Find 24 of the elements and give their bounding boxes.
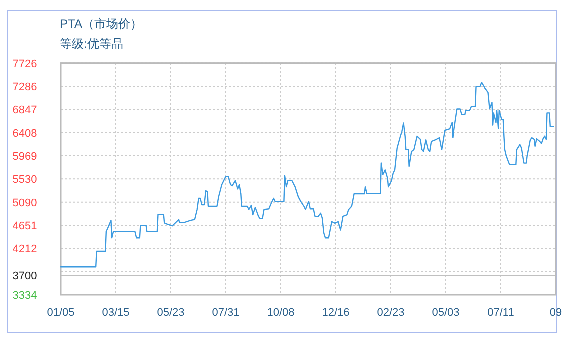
y-tick-label: 5530 (12, 174, 38, 186)
y-tick-label: 3334 (12, 290, 38, 302)
x-tick-label: 10/08 (267, 307, 295, 319)
y-tick-label: 4651 (12, 220, 38, 233)
y-tick-label: 4212 (12, 244, 38, 256)
y-tick-label: 5090 (12, 197, 38, 210)
x-tick-label: 07/11 (488, 307, 514, 319)
line-series (60, 82, 554, 268)
y-tick-label: 5969 (12, 150, 38, 163)
y-tick-label: 6847 (12, 104, 38, 117)
chart-title: PTA（市场价） (60, 17, 142, 31)
x-tick-label: 02/23 (377, 307, 405, 319)
x-tick-label: 12/16 (322, 307, 350, 319)
x-tick-label: 07/31 (212, 307, 240, 319)
chart-subtitle: 等级:优等品 (60, 37, 124, 51)
x-tick-label: 05/03 (432, 307, 460, 319)
x-tick-label: 09 (550, 307, 562, 319)
x-tick-label: 03/15 (102, 307, 130, 319)
y-tick-label: 7726 (12, 58, 38, 70)
x-tick-label: 05/23 (157, 307, 185, 319)
y-tick-label: 3700 (12, 270, 38, 283)
x-tick-label: 01/05 (47, 307, 75, 319)
y-tick-label: 6408 (12, 128, 38, 140)
y-tick-label: 7286 (12, 82, 38, 94)
